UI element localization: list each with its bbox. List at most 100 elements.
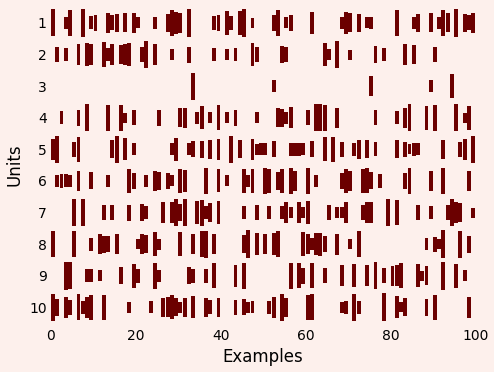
Bar [81, 301, 84, 314]
Bar [314, 233, 318, 255]
Bar [132, 13, 136, 33]
Bar [433, 237, 437, 252]
Bar [310, 294, 314, 320]
Bar [238, 140, 242, 158]
X-axis label: Examples: Examples [223, 349, 303, 366]
Bar [386, 199, 390, 226]
Bar [191, 73, 195, 100]
Bar [157, 238, 161, 250]
Bar [229, 136, 233, 163]
Bar [463, 13, 467, 32]
Bar [323, 137, 327, 161]
Bar [225, 10, 229, 35]
Bar [352, 294, 356, 321]
Bar [276, 10, 280, 36]
Bar [458, 231, 462, 257]
Bar [64, 262, 68, 289]
Bar [280, 109, 284, 127]
Bar [335, 234, 339, 255]
Bar [89, 16, 93, 29]
Bar [442, 10, 446, 36]
Bar [106, 13, 110, 33]
Bar [102, 205, 106, 221]
Bar [344, 202, 348, 223]
Bar [454, 202, 458, 222]
Bar [471, 208, 475, 218]
Bar [208, 203, 212, 222]
Bar [55, 47, 59, 62]
Bar [208, 140, 212, 159]
Bar [204, 231, 208, 257]
Bar [127, 44, 131, 65]
Bar [408, 144, 412, 154]
Bar [267, 301, 271, 314]
Bar [272, 233, 276, 255]
Bar [446, 13, 450, 32]
Bar [178, 302, 182, 313]
Bar [288, 263, 292, 289]
Bar [391, 266, 395, 286]
Bar [344, 12, 348, 33]
Bar [149, 301, 153, 313]
Bar [93, 15, 97, 31]
Bar [170, 295, 174, 320]
Bar [335, 108, 339, 128]
Bar [89, 295, 93, 320]
Bar [157, 270, 161, 282]
Bar [85, 43, 89, 66]
Bar [157, 110, 161, 126]
Bar [247, 230, 250, 258]
Bar [165, 14, 169, 32]
Bar [77, 294, 81, 320]
Bar [255, 47, 259, 62]
Bar [212, 234, 216, 254]
Bar [331, 137, 335, 162]
Bar [412, 142, 415, 156]
Bar [433, 105, 437, 131]
Bar [399, 263, 403, 288]
Bar [140, 46, 144, 62]
Bar [382, 268, 386, 283]
Bar [144, 206, 148, 219]
Bar [85, 105, 89, 131]
Bar [433, 47, 437, 62]
Bar [306, 110, 310, 125]
Bar [77, 171, 81, 190]
Bar [157, 172, 161, 190]
Bar [64, 48, 68, 61]
Bar [225, 112, 229, 124]
Bar [365, 169, 369, 193]
Bar [395, 265, 399, 286]
Bar [395, 140, 399, 158]
Bar [55, 136, 59, 163]
Bar [183, 170, 187, 192]
Bar [187, 267, 191, 284]
Bar [247, 174, 250, 187]
Bar [403, 44, 407, 65]
Bar [111, 44, 115, 65]
Bar [446, 205, 450, 220]
Bar [170, 10, 174, 36]
Bar [77, 109, 81, 126]
Bar [51, 231, 55, 257]
Bar [340, 142, 343, 157]
Bar [81, 9, 84, 36]
Bar [250, 139, 254, 160]
Bar [340, 265, 343, 286]
Bar [242, 299, 246, 315]
Bar [111, 140, 115, 158]
Bar [204, 168, 208, 194]
Bar [68, 174, 72, 187]
Bar [454, 264, 458, 288]
Bar [127, 205, 131, 221]
Bar [323, 105, 327, 131]
Bar [306, 295, 310, 320]
Bar [471, 135, 475, 163]
Bar [408, 104, 412, 131]
Bar [123, 138, 127, 160]
Bar [395, 111, 399, 124]
Bar [162, 298, 165, 317]
Bar [119, 105, 123, 131]
Bar [60, 111, 63, 124]
Bar [132, 110, 136, 125]
